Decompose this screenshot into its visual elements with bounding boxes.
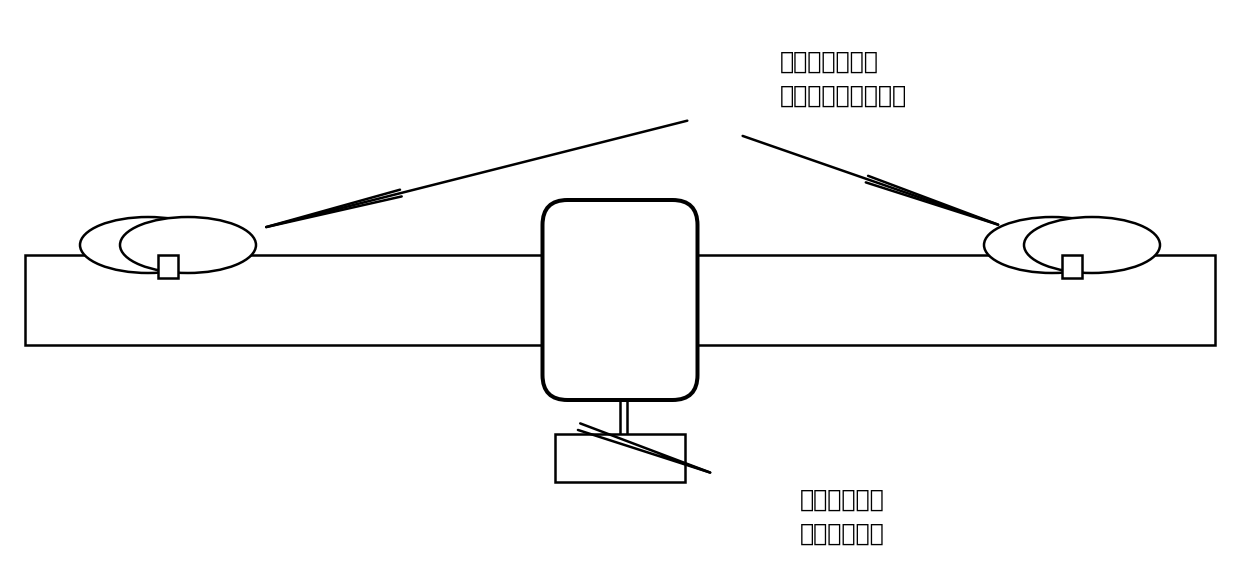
Ellipse shape [985,217,1120,273]
Ellipse shape [120,217,255,273]
Text: 提供俰仰力矩: 提供俰仰力矩 [800,522,885,546]
Text: 两侧螺旋桨提供: 两侧螺旋桨提供 [780,50,879,74]
Bar [556,434,684,482]
Bar [1061,255,1083,278]
Text: 后置全动平尾: 后置全动平尾 [800,488,885,512]
Text: 前进动力和偏航力矩: 前进动力和偏航力矩 [780,84,908,108]
Ellipse shape [1024,217,1159,273]
Ellipse shape [81,217,216,273]
Bar [25,255,1215,345]
Bar [157,255,179,278]
FancyBboxPatch shape [543,200,697,400]
